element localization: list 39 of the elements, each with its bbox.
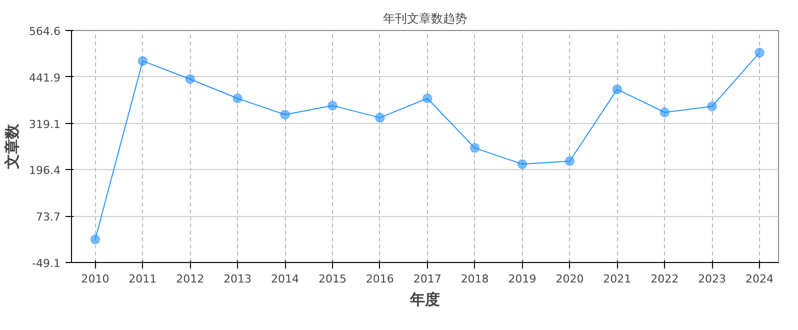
y-tick-label: 441.9 <box>29 71 61 84</box>
point <box>612 84 622 94</box>
point <box>564 156 575 166</box>
x-tick-label: 2012 <box>176 272 204 286</box>
y-tick-label: 196.4 <box>29 164 61 178</box>
point <box>185 74 196 84</box>
x-tick-label: 2017 <box>413 272 442 286</box>
y-tick-label: 564.6 <box>29 25 61 38</box>
x-tick-label: 2019 <box>508 272 536 286</box>
x-tick-label: 2010 <box>81 272 110 286</box>
chart-title: 年刊文章数趋势 <box>383 12 467 26</box>
point <box>232 93 243 104</box>
x-tick-label: 2015 <box>318 272 346 286</box>
x-tick-label: 2020 <box>556 272 584 286</box>
point <box>138 56 148 66</box>
point <box>707 101 718 112</box>
x-tick-label: 2018 <box>460 272 489 286</box>
x-tick-label: 2014 <box>271 272 300 286</box>
x-tick-label: 2022 <box>650 272 679 286</box>
point <box>327 100 338 111</box>
y-tick-label: 73.7 <box>36 210 61 224</box>
point <box>422 93 432 104</box>
x-tick-label: 2021 <box>603 272 632 286</box>
y-tick-label: 319.1 <box>29 118 61 131</box>
x-tick-label: 2023 <box>698 272 726 286</box>
point <box>374 112 385 123</box>
point <box>517 159 528 170</box>
point <box>754 48 765 58</box>
y-axis-title: 文章数 <box>3 123 22 170</box>
x-tick-label: 2011 <box>128 272 157 286</box>
x-tick-label: 2024 <box>746 272 774 286</box>
x-tick-label: 2016 <box>366 272 394 286</box>
point <box>660 107 670 118</box>
point <box>90 234 100 244</box>
point <box>470 142 480 153</box>
y-tick-label: -49.1 <box>32 257 61 270</box>
x-tick-label: 2013 <box>224 272 252 286</box>
x-axis-title: 年度 <box>409 290 440 308</box>
point <box>280 110 290 120</box>
